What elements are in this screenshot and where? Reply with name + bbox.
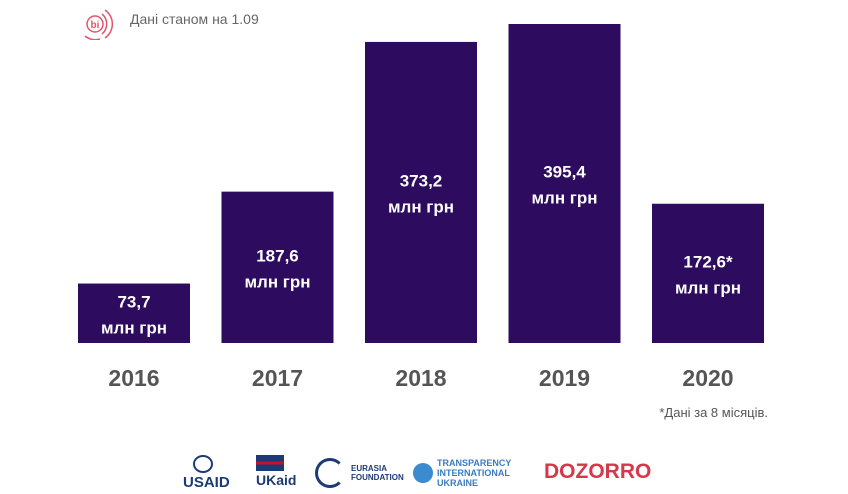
- bar-2019: [508, 24, 621, 343]
- bar-2020: [652, 203, 764, 343]
- x-tick-label: 2019: [539, 365, 590, 391]
- partner-logo-usaid: USAID: [183, 455, 230, 491]
- x-tick-label: 2016: [108, 365, 159, 391]
- bar-2016: [78, 283, 190, 343]
- data-label: млн грн: [531, 189, 597, 208]
- data-label: 73,7: [117, 292, 150, 311]
- data-label: млн грн: [244, 272, 310, 291]
- x-tick-label: 2018: [395, 365, 446, 391]
- bi-logo-icon: bi: [84, 9, 114, 40]
- data-label: 373,2: [400, 171, 443, 190]
- x-tick-label: 2017: [252, 365, 303, 391]
- data-label: млн грн: [388, 197, 454, 216]
- bar-2017: [221, 191, 334, 343]
- partner-logo-ukaid: UKaid: [256, 455, 296, 488]
- svg-text:bi: bi: [91, 20, 100, 31]
- partner-logo-transparency: Transparency International Ukraine: [413, 458, 547, 488]
- partner-logo-eurasia: Eurasia Foundation: [315, 458, 411, 488]
- data-label: млн грн: [101, 318, 167, 337]
- x-tick-label: 2020: [682, 365, 733, 391]
- partner-logo-dozorro: DOZORRO: [544, 460, 652, 483]
- data-label: 172,6*: [683, 252, 733, 271]
- bar-2018: [365, 41, 477, 344]
- data-label: млн грн: [675, 278, 741, 297]
- data-date-note: Дані станом на 1.09: [130, 11, 259, 27]
- data-label: 395,4: [543, 163, 586, 182]
- footnote: *Дані за 8 місяців.: [659, 405, 768, 420]
- data-label: 187,6: [256, 246, 299, 265]
- bar-chart: 73,7 млн грн 2016 187,6 млн грн 2017 373,2 млн …: [78, 24, 764, 391]
